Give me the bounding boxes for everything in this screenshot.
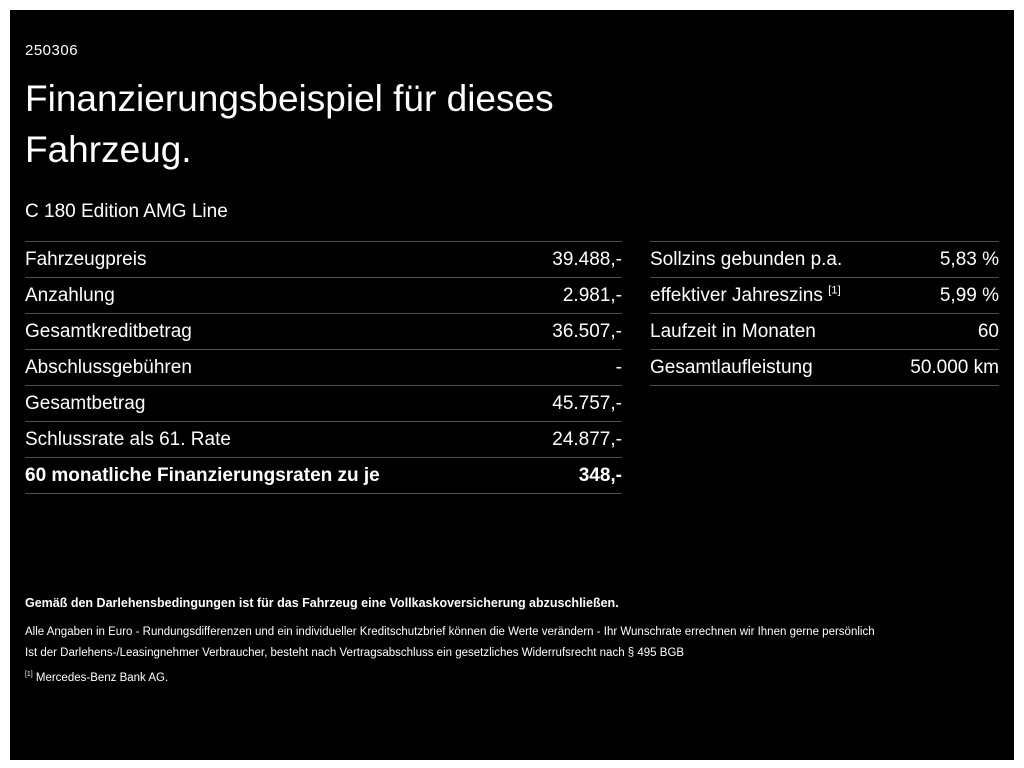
row-value: 348,- (578, 465, 622, 486)
row-value: 5,83 % (939, 249, 999, 270)
table-row: Gesamtkreditbetrag 36.507,- (25, 313, 622, 349)
page-title-line1: Finanzierungsbeispiel für dieses (25, 78, 554, 119)
row-label: Schlussrate als 61. Rate (25, 429, 231, 450)
content-area: 250306 Finanzierungsbeispiel für dieses … (10, 10, 1014, 684)
table-row: Anzahlung 2.981,- (25, 277, 622, 313)
page-title-line2: Fahrzeug. (25, 129, 192, 170)
row-label: Sollzins gebunden p.a. (650, 249, 843, 270)
row-label: 60 monatliche Finanzierungsraten zu je (25, 465, 380, 486)
footnote-bank-text: Mercedes-Benz Bank AG. (32, 672, 169, 684)
row-value: 45.757,- (552, 393, 622, 414)
row-label: Fahrzeugpreis (25, 249, 147, 270)
finance-example-sheet: 250306 Finanzierungsbeispiel für dieses … (10, 10, 1014, 760)
row-value: 5,99 % (939, 285, 999, 306)
table-row: Abschlussgebühren - (25, 349, 622, 385)
row-value: 60 (977, 321, 999, 342)
footnote-insurance: Gemäß den Darlehensbedingungen ist für d… (25, 596, 619, 610)
table-row: Gesamtlaufleistung 50.000 km (650, 349, 999, 385)
footnotes: Gemäß den Darlehensbedingungen ist für d… (25, 596, 999, 684)
page-title: Finanzierungsbeispiel für dieses Fahrzeu… (25, 73, 999, 175)
table-row: Laufzeit in Monaten 60 (650, 313, 999, 349)
table-row: Gesamtbetrag 45.757,- (25, 385, 622, 421)
row-value: 39.488,- (552, 249, 622, 270)
footnote-disclaimer-1: Alle Angaben in Euro - Rundungsdifferenz… (25, 626, 875, 638)
document-code: 250306 (25, 42, 79, 59)
table-row: effektiver Jahreszins [1] 5,99 % (650, 277, 999, 313)
footnote-marker: [1] (828, 284, 841, 297)
footnote-bank: [1] Mercedes-Benz Bank AG. (25, 671, 999, 684)
financing-table: Fahrzeugpreis 39.488,- Anzahlung 2.981,- Ges… (25, 241, 622, 494)
table-row: Sollzins gebunden p.a. 5,83 % (650, 241, 999, 277)
footnote-disclaimer-2: Ist der Darlehens-/Leasingnehmer Verbrau… (25, 647, 685, 659)
footnote-marker: [1] (25, 671, 33, 679)
table-row: Schlussrate als 61. Rate 24.877,- (25, 421, 622, 457)
row-value: 24.877,- (552, 429, 622, 450)
table-row: 60 monatliche Finanzierungsraten zu je 34… (25, 457, 622, 493)
row-value: 50.000 km (910, 357, 999, 378)
row-value: 2.981,- (562, 285, 622, 306)
row-label: Gesamtkreditbetrag (25, 321, 192, 342)
vehicle-model: C 180 Edition AMG Line (25, 201, 228, 222)
row-label: effektiver Jahreszins [1] (650, 284, 841, 306)
row-value: - (615, 357, 622, 378)
row-label: Anzahlung (25, 285, 115, 306)
row-label: Gesamtlaufleistung (650, 357, 813, 378)
tables-container: Fahrzeugpreis 39.488,- Anzahlung 2.981,- Ges… (25, 241, 999, 494)
row-label: Gesamtbetrag (25, 393, 146, 414)
conditions-table: Sollzins gebunden p.a. 5,83 % effektiver J… (650, 241, 999, 386)
row-value: 36.507,- (552, 321, 622, 342)
row-label: Laufzeit in Monaten (650, 321, 816, 342)
row-label: Abschlussgebühren (25, 357, 192, 378)
table-row: Fahrzeugpreis 39.488,- (25, 241, 622, 277)
